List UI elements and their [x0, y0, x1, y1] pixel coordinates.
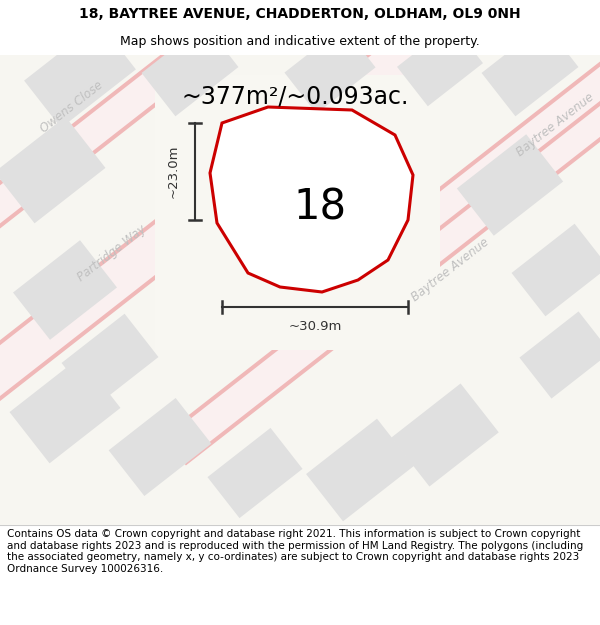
Polygon shape: [512, 224, 600, 316]
Polygon shape: [0, 55, 600, 525]
Polygon shape: [276, 0, 600, 341]
Polygon shape: [284, 26, 376, 114]
Text: Contains OS data © Crown copyright and database right 2021. This information is : Contains OS data © Crown copyright and d…: [7, 529, 583, 574]
Text: ~30.9m: ~30.9m: [289, 321, 341, 334]
Polygon shape: [13, 240, 117, 340]
Polygon shape: [0, 0, 468, 461]
Text: Partridge Way: Partridge Way: [75, 222, 149, 284]
Polygon shape: [306, 419, 414, 521]
Polygon shape: [457, 134, 563, 236]
Polygon shape: [10, 357, 121, 463]
Polygon shape: [208, 428, 302, 518]
Polygon shape: [274, 0, 600, 344]
Text: Baytree Avenue: Baytree Avenue: [409, 236, 491, 304]
Polygon shape: [232, 150, 398, 260]
Polygon shape: [397, 24, 483, 106]
Polygon shape: [210, 107, 413, 292]
Polygon shape: [62, 314, 158, 406]
Text: Owens Close: Owens Close: [38, 79, 106, 136]
Polygon shape: [482, 24, 578, 116]
Polygon shape: [163, 4, 600, 466]
Text: ~23.0m: ~23.0m: [167, 145, 179, 198]
Polygon shape: [0, 0, 470, 464]
Text: ~377m²/~0.093ac.: ~377m²/~0.093ac.: [181, 85, 409, 109]
Polygon shape: [165, 8, 600, 462]
Polygon shape: [520, 311, 600, 399]
Text: 18: 18: [293, 186, 347, 228]
Polygon shape: [0, 117, 106, 223]
Polygon shape: [391, 384, 499, 486]
Polygon shape: [24, 22, 136, 128]
Polygon shape: [0, 0, 425, 322]
Polygon shape: [155, 75, 440, 350]
Polygon shape: [142, 24, 238, 116]
Polygon shape: [0, 0, 428, 326]
Polygon shape: [109, 398, 211, 496]
Text: 18, BAYTREE AVENUE, CHADDERTON, OLDHAM, OL9 0NH: 18, BAYTREE AVENUE, CHADDERTON, OLDHAM, …: [79, 7, 521, 21]
Text: Baytree Avenue: Baytree Avenue: [514, 91, 596, 159]
Text: Map shows position and indicative extent of the property.: Map shows position and indicative extent…: [120, 35, 480, 48]
